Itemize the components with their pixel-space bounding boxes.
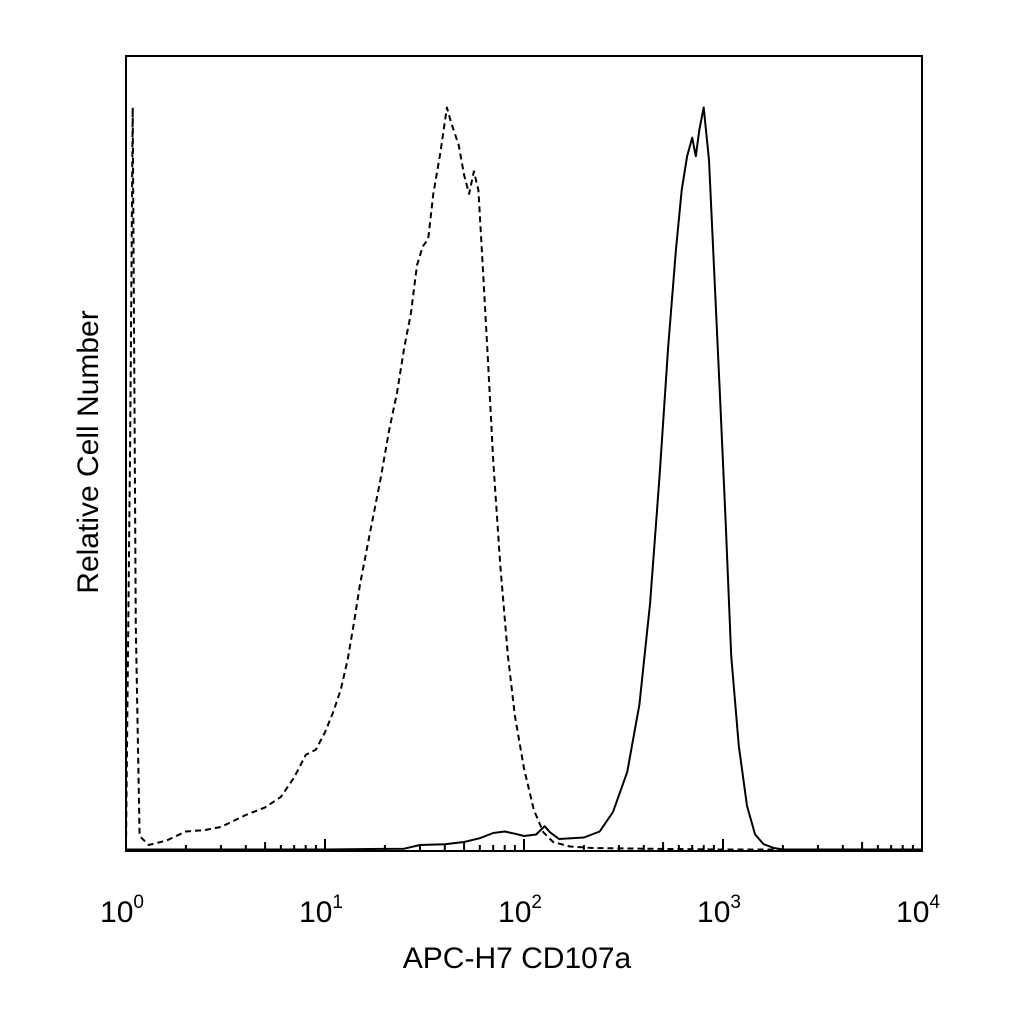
x-tick-label: 104 (896, 892, 940, 929)
series-line-solid (126, 106, 922, 851)
x-tick-label: 102 (498, 892, 542, 929)
x-tick-label-base: 10 (498, 896, 531, 929)
x-tick-label: 103 (697, 892, 741, 929)
x-tick-label-exponent: 2 (531, 892, 542, 913)
tick-layer (125, 839, 923, 851)
x-tick-label-base: 10 (896, 896, 929, 929)
x-tick-label: 101 (299, 892, 343, 929)
x-axis-label: APC-H7 CD107a (403, 942, 632, 975)
x-tick-label-exponent: 4 (929, 892, 940, 913)
x-tick-label: 100 (100, 892, 144, 929)
tick-label-layer: 100 101 102 103 104 (100, 892, 940, 929)
series-layer (125, 106, 922, 851)
x-tick-label-base: 10 (697, 896, 730, 929)
x-tick-label-exponent: 0 (133, 892, 144, 913)
y-axis-label: Relative Cell Number (72, 310, 105, 593)
x-tick-label-exponent: 1 (332, 892, 343, 913)
x-tick-label-base: 10 (299, 896, 332, 929)
series-line-dashed (125, 106, 922, 851)
x-tick-label-exponent: 3 (730, 892, 741, 913)
x-tick-label-base: 10 (100, 896, 133, 929)
